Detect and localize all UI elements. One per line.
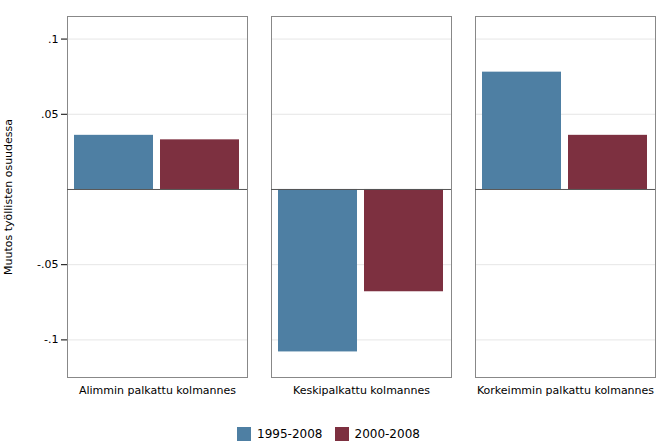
svg-text:Keskipalkattu kolmannes: Keskipalkattu kolmannes	[293, 384, 430, 397]
svg-text:Alimmin palkattu kolmannes: Alimmin palkattu kolmannes	[79, 384, 236, 397]
svg-text:Muutos työllisten osuudessa: Muutos työllisten osuudessa	[2, 119, 15, 275]
svg-text:.05: .05	[41, 108, 59, 121]
html-text:1995-2008: 1995-2008	[257, 426, 323, 441]
svg-text:.1: .1	[48, 33, 59, 46]
html-text:2000-2008: 2000-2008	[354, 426, 420, 441]
svg-text:Korkeimmin palkattu kolmannes: Korkeimmin palkattu kolmannes	[477, 384, 654, 397]
svg-text:-.05: -.05	[37, 258, 58, 271]
svg-text:-.1: -.1	[44, 333, 58, 346]
